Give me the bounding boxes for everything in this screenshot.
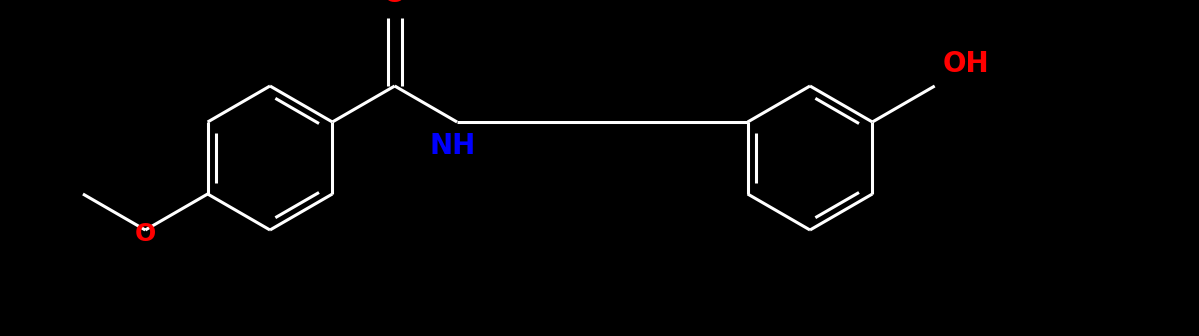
Text: O: O bbox=[134, 222, 156, 246]
Text: OH: OH bbox=[942, 50, 989, 78]
Text: NH: NH bbox=[430, 132, 476, 160]
Text: O: O bbox=[382, 0, 406, 8]
